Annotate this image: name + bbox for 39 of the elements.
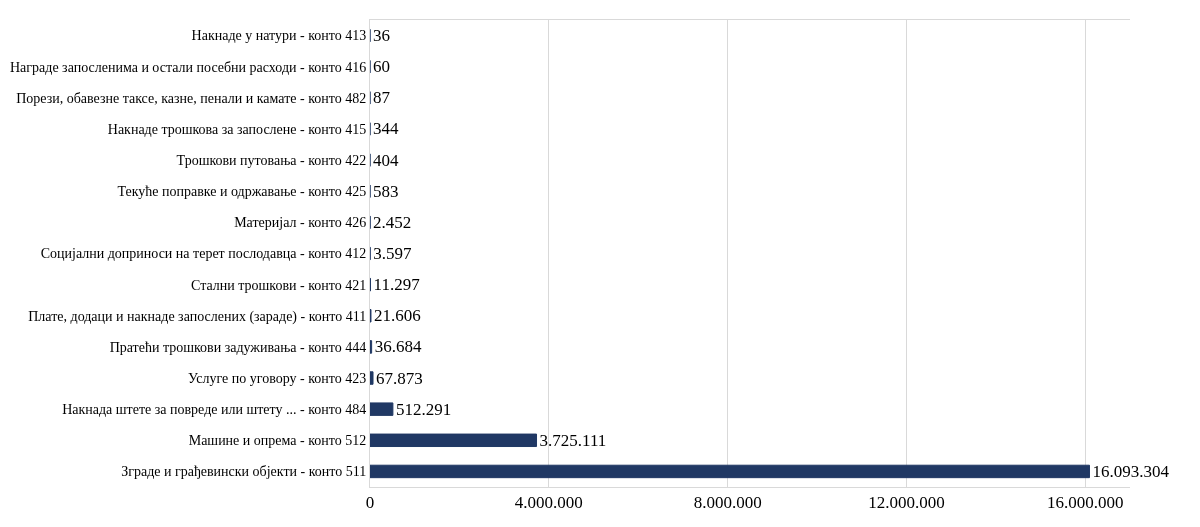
data-label: 16.093.304 — [1092, 461, 1170, 481]
bar — [370, 464, 1090, 479]
bar — [370, 402, 394, 416]
x-tick-label: 0 — [365, 493, 375, 513]
y-tick-label: Пратећи трошкови задуживања - конто 444 — [109, 339, 367, 355]
bar — [370, 433, 538, 448]
y-tick-label: Накнаде трошкова за запослене - конто 415 — [107, 121, 367, 137]
data-label: 67.873 — [376, 368, 423, 388]
y-tick-label: Награде запосленима и остали посебни расходи - конто 416 — [10, 59, 367, 75]
y-tick-label: Зграде и грађевински објекти - конто 511 — [121, 464, 367, 480]
x-tick-label: 4.000.000 — [514, 493, 583, 513]
data-label: 60 — [373, 57, 390, 77]
x-tick-label: 8.000.000 — [693, 493, 762, 513]
y-tick-label: Социјални доприноси на терет послодавца - конто 412 — [40, 246, 367, 262]
x-tick-label: 12.000.000 — [868, 493, 945, 513]
x-tick-label: 16.000.000 — [1047, 493, 1124, 513]
data-label: 512.291 — [395, 399, 452, 419]
y-tick-label: Машине и опрема - конто 512 — [188, 433, 367, 449]
y-tick-label: Порези, обавезне таксе, казне, пенали и камате - конто 482 — [16, 90, 367, 106]
data-label: 404 — [373, 150, 400, 170]
data-label: 3.597 — [373, 244, 412, 263]
y-tick-label: Накнада штете за повреде или штету ... - конто 484 — [62, 402, 367, 418]
y-tick-label: Текуће поправке и одржавање - конто 425 — [117, 184, 367, 200]
y-tick-label: Стални трошкови - конто 421 — [191, 277, 367, 293]
bar — [370, 371, 374, 385]
data-label: 87 — [373, 88, 391, 108]
data-label: 36.684 — [374, 337, 422, 357]
data-label: 3.725.111 — [539, 430, 607, 450]
data-label: 21.606 — [373, 306, 421, 326]
y-tick-label: Материјал - конто 426 — [234, 215, 367, 231]
data-label: 2.452 — [373, 212, 412, 232]
y-tick-label: Плате, додаци и накнаде запослених (зараде) - конто 411 — [28, 308, 367, 325]
data-label: 583 — [373, 181, 399, 201]
data-label: 36 — [373, 26, 390, 46]
data-label: 344 — [373, 119, 400, 139]
y-tick-label: Трошкови путовања - конто 422 — [176, 153, 367, 168]
y-tick-label: Накнаде у натури - конто 413 — [191, 28, 367, 44]
data-label: 11.297 — [373, 275, 421, 295]
y-tick-label: Услуге по уговору - конто 423 — [188, 370, 367, 386]
